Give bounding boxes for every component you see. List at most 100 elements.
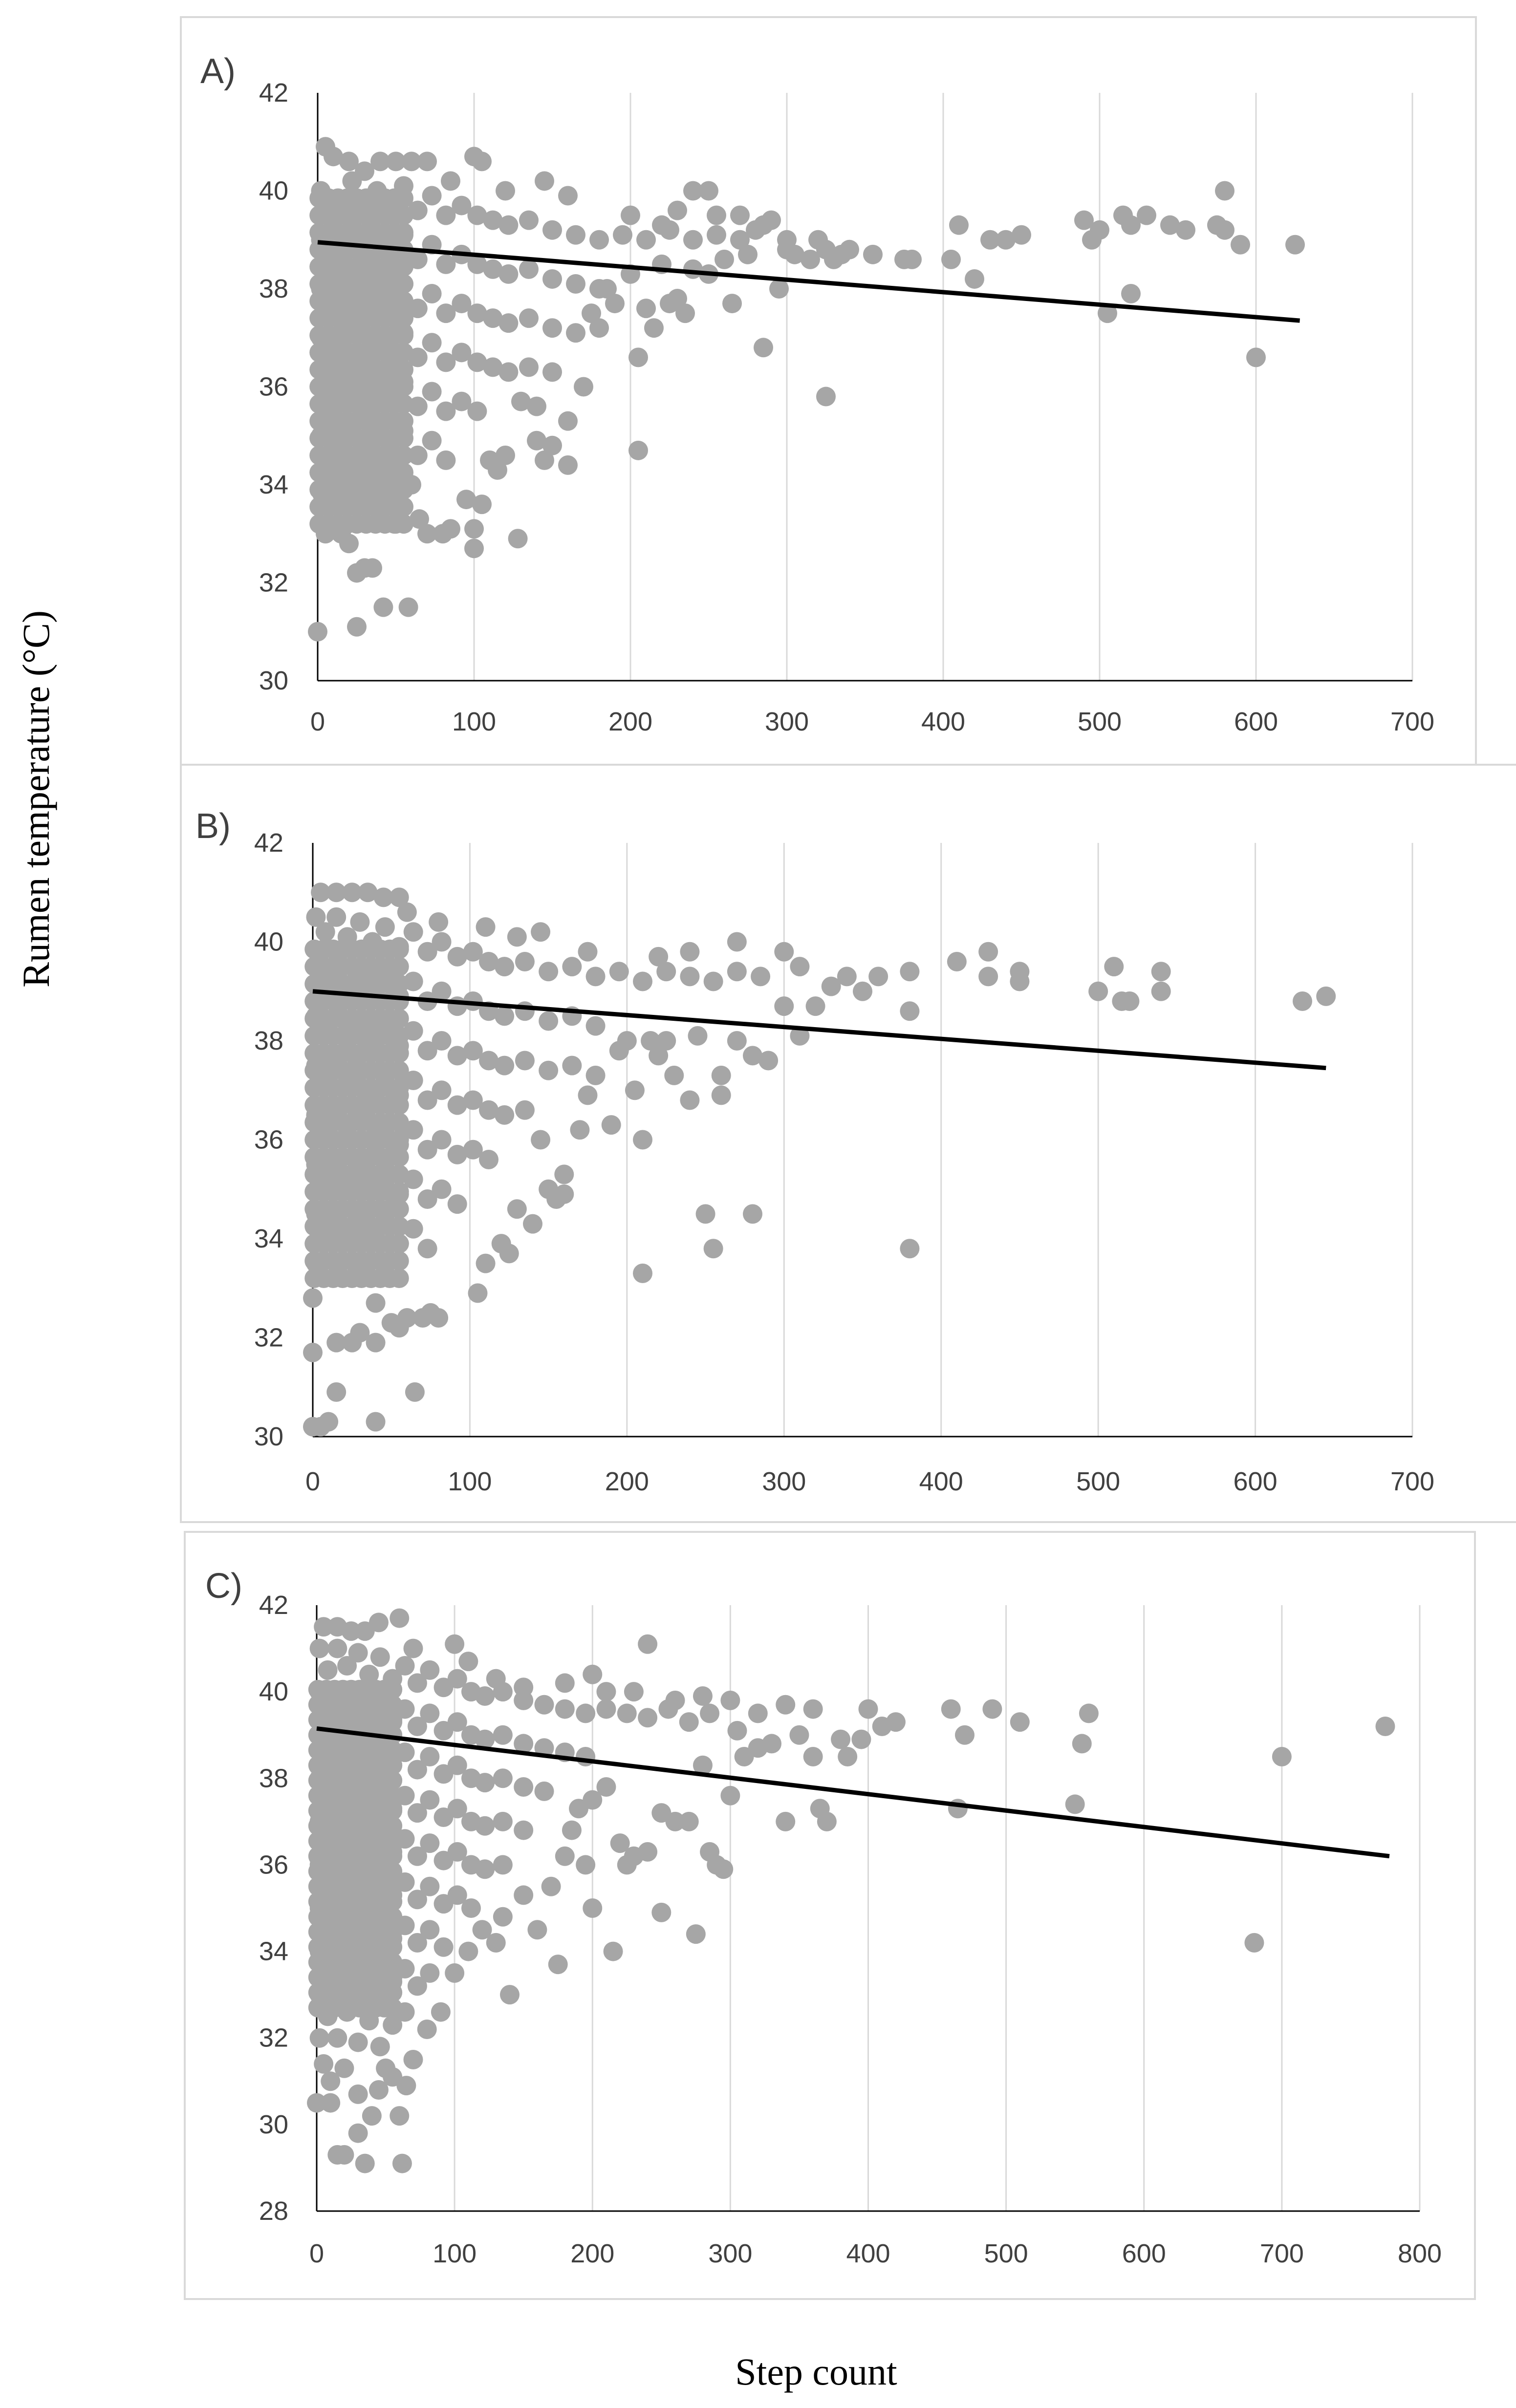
data-point [700, 1703, 720, 1723]
data-point [383, 1876, 403, 1896]
data-point [785, 244, 804, 264]
data-point [458, 1941, 478, 1961]
data-point [585, 967, 606, 987]
data-point [680, 942, 700, 962]
data-point [483, 308, 503, 328]
data-point [493, 1907, 513, 1927]
data-point [1293, 991, 1312, 1011]
data-point [420, 1920, 440, 1940]
data-point [816, 387, 836, 407]
data-point [394, 445, 413, 465]
data-point [373, 597, 393, 617]
data-point [527, 396, 546, 416]
data-point [394, 308, 413, 328]
data-point [383, 1710, 403, 1730]
data-point [394, 497, 413, 517]
data-point [432, 1179, 452, 1199]
data-point [314, 2054, 334, 2074]
data-point [422, 186, 442, 206]
data-point [727, 1720, 747, 1741]
data-point [389, 1182, 409, 1202]
data-point [583, 1898, 603, 1918]
data-point [394, 514, 413, 534]
data-point [583, 1664, 603, 1684]
y-tick-label: 32 [259, 2023, 288, 2053]
data-point [1137, 205, 1156, 225]
data-point [1121, 284, 1141, 304]
data-point [1012, 225, 1031, 245]
data-point [394, 377, 413, 397]
data-point [519, 308, 539, 328]
data-point [432, 981, 452, 1001]
x-tick-label: 600 [1234, 707, 1278, 736]
data-point [805, 996, 825, 1016]
x-tick-label: 0 [305, 1467, 320, 1496]
data-point [420, 1660, 440, 1680]
data-point [390, 1608, 410, 1628]
data-point [436, 352, 456, 372]
data-point [558, 455, 578, 475]
data-point [303, 1288, 323, 1308]
x-tick-label: 800 [1398, 2239, 1442, 2268]
x-tick-label: 200 [570, 2239, 614, 2268]
data-point [727, 1031, 747, 1051]
data-point [447, 1144, 467, 1164]
data-point [432, 1031, 452, 1051]
data-point [776, 1695, 796, 1715]
data-point [463, 1140, 483, 1160]
data-point [383, 1982, 403, 2002]
data-point [447, 1194, 467, 1214]
data-point [562, 1820, 582, 1840]
data-point [803, 1699, 823, 1719]
data-point [417, 151, 437, 172]
data-point [656, 962, 676, 982]
data-point [851, 1729, 871, 1749]
data-point [464, 538, 484, 559]
data-point [355, 2153, 375, 2173]
data-point [527, 430, 546, 451]
data-point [436, 401, 456, 421]
data-point [394, 291, 413, 311]
data-point [555, 1846, 575, 1866]
data-point [337, 1656, 357, 1676]
data-point [1375, 1717, 1395, 1736]
data-point [307, 2093, 326, 2113]
data-point [1090, 220, 1109, 240]
data-point [527, 1920, 547, 1940]
data-point [801, 249, 820, 269]
data-point [617, 1703, 637, 1723]
data-point [389, 974, 409, 994]
x-tick-label: 0 [310, 707, 325, 736]
data-point [463, 991, 483, 1011]
data-point [447, 946, 467, 967]
data-point [467, 205, 487, 225]
data-point [514, 1734, 534, 1754]
data-point [463, 1090, 483, 1110]
data-point [730, 230, 750, 250]
data-point [422, 284, 442, 304]
data-point [817, 1811, 837, 1831]
data-point [463, 942, 483, 962]
data-point [711, 1085, 731, 1105]
data-point [495, 1006, 515, 1026]
data-point [774, 996, 794, 1016]
x-tick-label: 0 [309, 2239, 324, 2268]
data-point [625, 1080, 645, 1100]
data-point [498, 215, 519, 235]
data-point [389, 1009, 409, 1029]
data-point [585, 1016, 606, 1036]
data-point [523, 1214, 542, 1234]
data-point [376, 2058, 396, 2078]
data-point [383, 1892, 403, 1912]
data-point [576, 1703, 596, 1723]
data-point [339, 534, 359, 554]
data-point [390, 2106, 410, 2126]
data-point [1151, 962, 1171, 982]
data-point [853, 981, 872, 1001]
data-point [515, 1100, 535, 1120]
data-point [730, 205, 750, 225]
data-point [339, 151, 359, 172]
data-point [486, 1933, 506, 1953]
data-point [738, 244, 758, 264]
